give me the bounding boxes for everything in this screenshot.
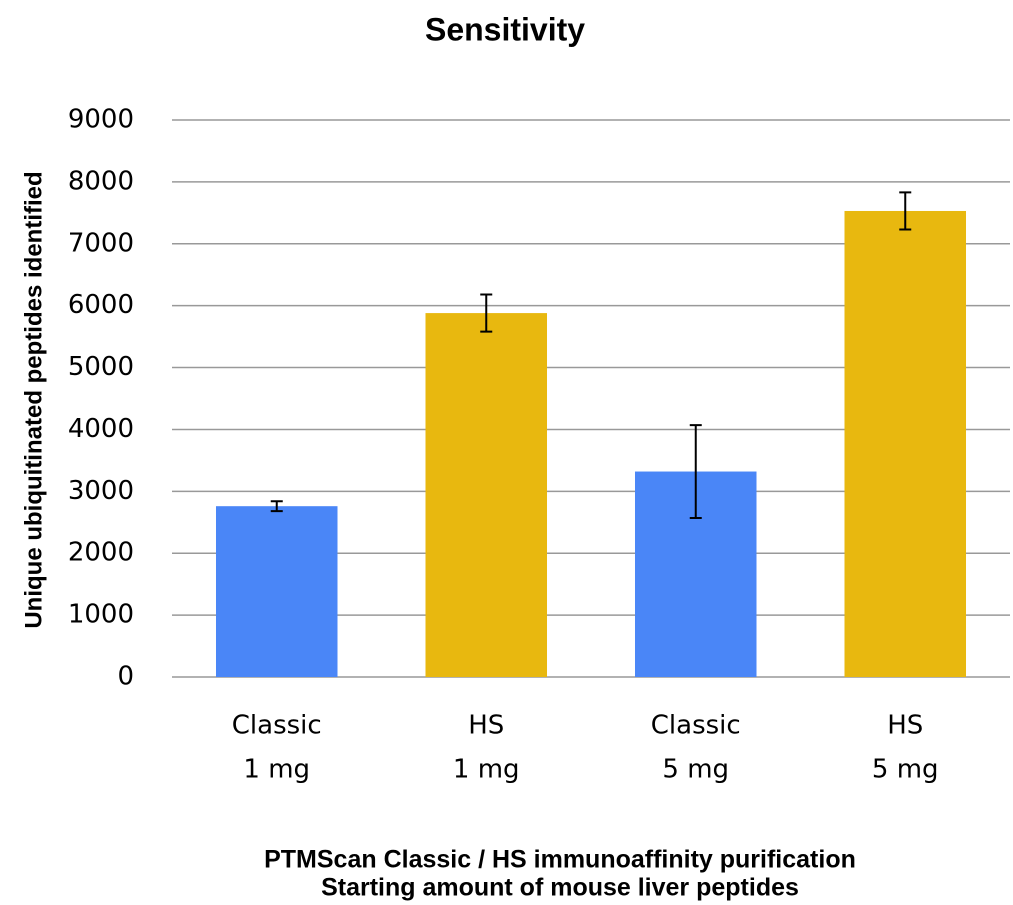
x-tick-label: 5 mg (662, 755, 729, 785)
y-tick-label: 6000 (68, 290, 134, 320)
y-tick-label: 5000 (68, 352, 134, 382)
error-bar (480, 293, 493, 333)
y-tick-label: 2000 (68, 538, 134, 568)
y-tick-label: 3000 (68, 476, 134, 506)
y-tick-label: 9000 (68, 105, 134, 135)
bar (844, 210, 967, 677)
y-tick-label: 4000 (68, 414, 134, 444)
y-tick-label: 0 (117, 662, 134, 692)
y-axis-title: Unique ubiquitinated peptides identified (20, 171, 47, 628)
y-tick-label: 8000 (68, 166, 134, 196)
error-bar (270, 500, 283, 513)
bar (215, 506, 338, 677)
bar (425, 313, 548, 677)
x-tick-label: 5 mg (872, 755, 939, 785)
x-tick-label: Classic (232, 711, 322, 741)
x-tick-label: Classic (651, 711, 741, 741)
chart-title: Sensitivity (425, 11, 585, 47)
x-axis-title: Starting amount of mouse liver peptides (321, 874, 799, 902)
error-bar (689, 424, 702, 519)
x-tick-label: 1 mg (243, 755, 310, 785)
error-bar (899, 191, 912, 231)
x-tick-label: HS (887, 711, 923, 741)
y-tick-label: 1000 (68, 600, 134, 630)
x-tick-label: 1 mg (453, 755, 520, 785)
x-axis-title: PTMScan Classic / HS immunoaffinity puri… (264, 846, 856, 874)
y-tick-label: 7000 (68, 228, 134, 258)
x-tick-label: HS (468, 711, 504, 741)
